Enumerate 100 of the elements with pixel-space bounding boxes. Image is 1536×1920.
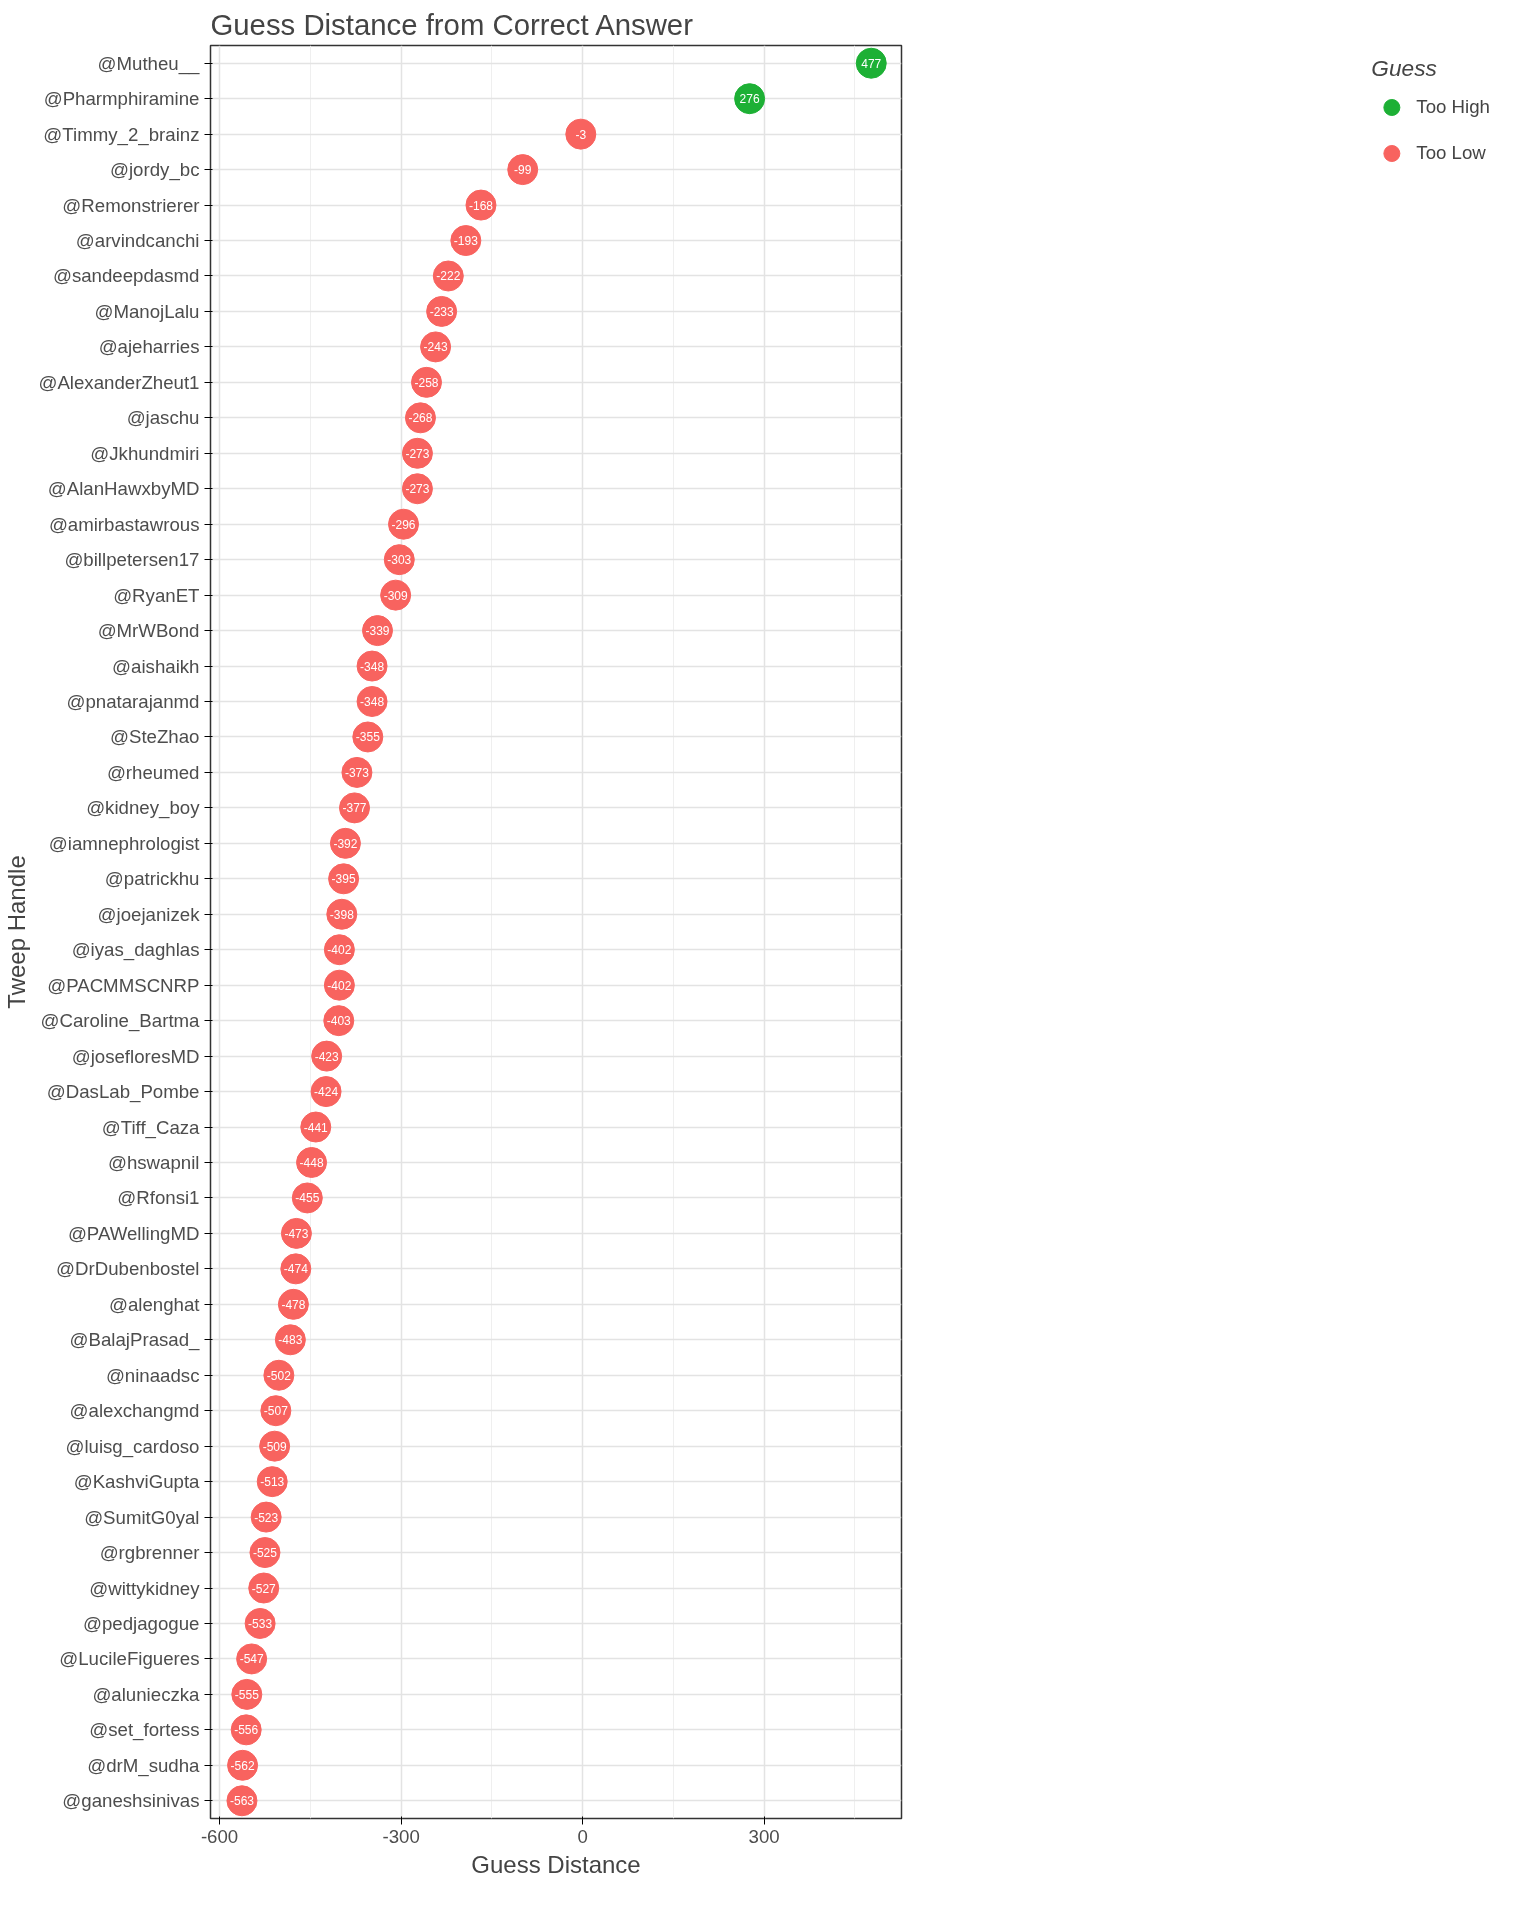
data-label: -273: [405, 482, 430, 497]
data-label: -513: [260, 1475, 285, 1490]
y-tick-label: @KashviGupta: [73, 1471, 201, 1493]
data-label: -168: [468, 198, 494, 213]
y-tick-label: @LucileFigueres: [59, 1648, 200, 1670]
y-tick-label: @amirbastawrous: [48, 513, 200, 535]
y-tick-label: @Caroline_Bartma: [40, 1010, 201, 1033]
y-tick-label: @Tiff_Caza: [101, 1116, 201, 1139]
data-label: -556: [234, 1723, 259, 1738]
data-label: -339: [365, 624, 390, 639]
data-label: -402: [327, 943, 352, 958]
y-tick-label: @SteZhao: [110, 726, 200, 748]
data-label: -507: [263, 1404, 289, 1419]
data-label: -562: [230, 1758, 255, 1773]
y-tick-label: @patrickhu: [104, 868, 200, 890]
data-label: -303: [387, 553, 412, 568]
y-tick-label: @joejanizek: [97, 903, 201, 925]
y-tick-label: @Jkhundmiri: [90, 442, 200, 464]
y-tick-label: @josefloresMD: [71, 1045, 200, 1067]
y-tick-label: @ganeshsinivas: [62, 1790, 200, 1812]
y-tick-label: @alenghat: [108, 1293, 201, 1315]
data-label: -403: [326, 1014, 352, 1029]
data-label: -478: [281, 1297, 306, 1312]
y-tick-label: @drM_sudha: [87, 1754, 201, 1777]
data-label: -268: [408, 411, 433, 426]
y-tick-label: @DrDubenbostel: [56, 1258, 200, 1280]
y-tick-label: @AlanHawxbyMD: [47, 478, 200, 500]
data-label: -555: [234, 1687, 260, 1702]
data-label: -509: [262, 1439, 287, 1454]
data-label: -525: [252, 1546, 278, 1561]
data-label: -193: [453, 234, 479, 249]
data-label: -377: [342, 801, 367, 816]
y-tick-label: @PACMMSCNRP: [47, 974, 200, 996]
y-tick-label: @Rfonsi1: [117, 1187, 200, 1209]
y-tick-label: @Timmy_2_brainz: [43, 123, 200, 146]
y-tick-label: @luisg_cardoso: [65, 1435, 200, 1458]
y-tick-label: @set_fortess: [89, 1719, 200, 1742]
data-label: -309: [383, 588, 408, 603]
data-label: -533: [248, 1616, 273, 1631]
data-label: -355: [355, 730, 381, 745]
data-label: -423: [314, 1049, 340, 1064]
y-tick-label: @billpetersen17: [64, 549, 200, 571]
y-tick-label: @iyas_daghlas: [71, 939, 200, 962]
data-label: -474: [283, 1262, 309, 1277]
data-label: -402: [327, 978, 352, 993]
y-tick-label: @Pharmphiramine: [43, 88, 200, 110]
y-tick-label: @iamnephrologist: [48, 832, 201, 854]
data-label: -222: [436, 269, 461, 284]
data-label: -395: [331, 872, 356, 887]
y-tick-label: @rgbrenner: [99, 1542, 200, 1564]
data-label: -563: [229, 1794, 255, 1809]
data-label: -527: [251, 1581, 277, 1596]
data-label: -3: [575, 127, 587, 142]
y-tick-label: @Remonstrierer: [62, 194, 200, 216]
y-tick-label: @SumitG0yal: [84, 1506, 200, 1528]
x-axis-title: Guess Distance: [471, 1850, 641, 1878]
x-tick-label: 300: [748, 1825, 780, 1847]
y-tick-label: @hswapnil: [107, 1151, 200, 1173]
y-tick-label: @AlexanderZheut1: [38, 371, 200, 393]
y-tick-label: @ninaadsc: [105, 1364, 200, 1386]
data-label: 276: [739, 92, 760, 107]
y-tick-label: @alunieczka: [92, 1683, 201, 1705]
y-tick-label: @ajeharries: [98, 336, 200, 358]
data-label: -348: [360, 695, 385, 710]
data-label: -455: [295, 1191, 320, 1206]
data-label: -348: [360, 659, 385, 674]
data-label: -547: [239, 1652, 264, 1667]
data-label: -502: [266, 1368, 292, 1383]
y-tick-label: @jaschu: [126, 407, 200, 429]
data-label: -373: [344, 765, 370, 780]
data-label: -473: [284, 1226, 309, 1241]
data-label: -392: [333, 836, 358, 851]
point: [565, 118, 597, 150]
data-label: -296: [391, 517, 416, 532]
y-tick-label: @sandeepdasmd: [52, 265, 200, 287]
y-tick-label: @pedjagogue: [83, 1612, 200, 1634]
data-label: -233: [429, 304, 454, 319]
y-tick-label: @pnatarajanmd: [66, 691, 200, 713]
y-tick-label: @DasLab_Pombe: [46, 1081, 200, 1104]
y-tick-label: @aishaikh: [112, 655, 200, 677]
y-tick-label: @arvindcanchi: [75, 230, 200, 252]
data-label: -258: [414, 375, 439, 390]
y-tick-label: @alexchangmd: [69, 1400, 200, 1422]
y-tick-label: @Mutheu__: [97, 52, 201, 75]
data-label: -523: [254, 1510, 279, 1525]
y-tick-label: @ManojLalu: [94, 300, 200, 322]
data-label: -398: [329, 907, 355, 922]
y-tick-label: @rheumed: [106, 761, 200, 783]
data-label: -243: [423, 340, 448, 355]
y-tick-label: @wittykidney: [89, 1577, 201, 1599]
legend-label: Too Low: [1416, 142, 1486, 164]
y-tick-label: @kidney_boy: [86, 797, 201, 820]
y-tick-label: @jordy_bc: [110, 159, 200, 182]
y-tick-label: @MrWBond: [97, 620, 200, 642]
data-label: -448: [299, 1155, 324, 1170]
y-tick-label: @PAWellingMD: [67, 1222, 200, 1244]
data-label: 477: [861, 56, 882, 71]
legend-title: Guess: [1371, 55, 1438, 82]
legend-label: Too High: [1416, 96, 1490, 118]
x-tick-label: -600: [200, 1825, 239, 1847]
